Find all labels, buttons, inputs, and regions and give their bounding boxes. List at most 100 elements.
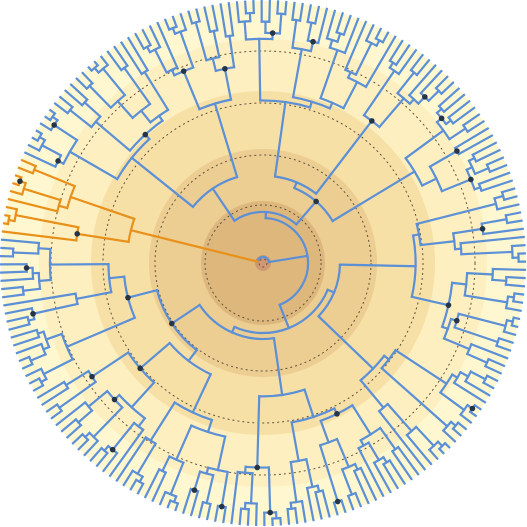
branch-arc — [258, 388, 306, 398]
leaf-branch — [298, 2, 304, 22]
leaf-branch — [316, 7, 329, 45]
branch-arc — [504, 275, 508, 286]
internal-branch — [187, 348, 199, 363]
internal-branch — [211, 57, 218, 73]
branch-arc — [510, 244, 514, 259]
leaf-branch — [372, 461, 392, 494]
branch-arc — [168, 341, 213, 376]
leaf-branch — [108, 428, 145, 478]
leaf-branch — [419, 69, 443, 95]
leaf-branch — [502, 330, 517, 337]
internal-branch — [396, 70, 416, 95]
node-marker — [55, 158, 61, 164]
internal-branch — [153, 48, 169, 74]
leaf-branch — [163, 18, 171, 31]
internal-branch — [75, 232, 130, 244]
branch-arc — [48, 247, 52, 282]
internal-branch — [420, 177, 438, 188]
leaf-branch — [1, 230, 78, 242]
node-marker — [169, 320, 175, 327]
leaf-branch — [474, 148, 501, 163]
leaf-branch — [244, 0, 248, 15]
branch-arc — [255, 255, 271, 264]
leaf-branch — [65, 423, 83, 439]
leaf-branch — [189, 489, 200, 517]
internal-branch — [335, 437, 351, 469]
node-marker — [89, 373, 95, 380]
leaf-branch — [276, 0, 280, 15]
leaf-branch — [174, 501, 180, 512]
internal-branch — [116, 99, 135, 120]
leaf-branch — [427, 448, 439, 461]
time-ring-2 — [102, 102, 424, 424]
internal-branch — [220, 470, 229, 508]
branch-arc — [264, 216, 310, 307]
internal-branch — [465, 272, 494, 276]
leaf-branch — [396, 445, 420, 476]
leaf-branch — [25, 367, 43, 378]
leaf-branch — [53, 101, 70, 115]
internal-branch — [194, 20, 208, 62]
internal-branch — [342, 80, 359, 110]
leaf-branch — [39, 122, 53, 132]
leaf-branch — [504, 306, 522, 313]
leaf-branch — [21, 362, 34, 370]
internal-branch — [458, 370, 470, 378]
leaf-branch — [64, 89, 84, 107]
leaf-branch — [321, 489, 331, 518]
leaf-branch — [222, 505, 227, 524]
internal-branch — [377, 96, 406, 129]
internal-branch — [22, 187, 62, 202]
node-marker — [469, 405, 476, 412]
branch-arc — [410, 234, 417, 299]
leaf-branch — [388, 39, 404, 63]
leaf-branch — [50, 409, 64, 420]
leaf-branch — [71, 432, 85, 445]
internal-branch — [37, 247, 52, 251]
internal-branch — [40, 143, 63, 157]
leaf-branch — [143, 467, 161, 499]
internal-branch — [438, 391, 466, 412]
leaf-branch — [488, 163, 508, 174]
leaf-branch — [69, 83, 89, 102]
branch-arc — [291, 18, 302, 22]
leaf-branch — [388, 458, 407, 485]
leaf-branch — [255, 502, 258, 527]
internal-branch — [228, 34, 236, 69]
leaf-branch — [495, 344, 512, 352]
internal-branch — [272, 336, 284, 397]
leaf-branch — [35, 129, 44, 136]
leaf-branch — [409, 53, 425, 72]
leaf-branch — [48, 108, 57, 115]
branch-arc — [236, 470, 254, 475]
leaf-branch — [122, 469, 135, 487]
leaf-branch — [332, 501, 339, 516]
internal-branch — [182, 69, 201, 111]
internal-branch — [193, 470, 202, 492]
leaf-branch — [343, 17, 360, 55]
leaf-branch — [18, 355, 31, 363]
leaf-branch — [113, 45, 129, 68]
leaf-branch — [9, 189, 24, 196]
internal-branch — [179, 30, 195, 69]
internal-branch — [493, 194, 505, 200]
internal-branch — [378, 426, 397, 451]
internal-branch — [107, 275, 126, 280]
branch-arc — [115, 137, 151, 181]
leaf-branch — [473, 403, 482, 411]
leaf-branch — [2, 293, 25, 299]
internal-branch — [129, 228, 259, 263]
internal-branch — [169, 461, 185, 496]
node-marker — [468, 176, 474, 183]
leaf-branch — [268, 0, 271, 23]
branch-arc — [208, 28, 219, 34]
internal-branch — [465, 352, 489, 365]
leaf-branch — [3, 292, 77, 307]
internal-branch — [87, 389, 109, 409]
leaf-branch — [166, 499, 172, 509]
leaf-branch — [0, 277, 35, 282]
leaf-branch — [505, 275, 526, 280]
leaf-branch — [156, 21, 179, 69]
node-marker — [313, 198, 319, 205]
